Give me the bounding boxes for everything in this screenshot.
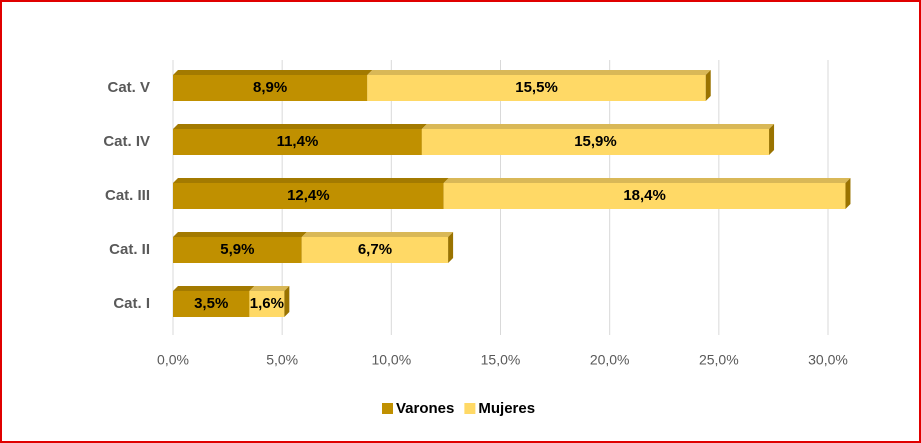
data-label: 5,9%	[220, 241, 254, 258]
data-label: 18,4%	[623, 187, 666, 204]
bar-top	[249, 286, 290, 291]
data-label: 8,9%	[253, 79, 287, 96]
bar	[443, 183, 846, 209]
x-tick-label: 25,0%	[699, 352, 739, 368]
x-tick-label: 30,0%	[808, 352, 848, 368]
legend-label: Varones	[396, 400, 454, 417]
data-label: 15,9%	[574, 133, 617, 150]
bar-side	[769, 124, 775, 155]
data-label: 6,7%	[358, 241, 392, 258]
legend-label: Mujeres	[478, 400, 535, 417]
bar	[301, 237, 449, 263]
data-label: 3,5%	[194, 295, 228, 312]
y-tick-label: Cat. II	[109, 241, 150, 258]
y-tick-label: Cat. V	[107, 79, 150, 96]
x-tick-label: 5,0%	[266, 352, 298, 368]
bar-top	[173, 178, 449, 183]
bar-side	[705, 70, 711, 101]
bar	[173, 183, 444, 209]
bar-top	[173, 124, 427, 129]
bar	[173, 129, 422, 155]
x-tick-label: 20,0%	[590, 352, 630, 368]
bar	[173, 291, 250, 317]
x-tick-label: 10,0%	[371, 352, 411, 368]
data-label: 15,5%	[515, 79, 558, 96]
bar	[421, 129, 770, 155]
x-tick-label: 0,0%	[157, 352, 189, 368]
bar-side	[284, 286, 290, 317]
y-tick-label: Cat. I	[113, 295, 150, 312]
bar-top	[173, 232, 307, 237]
bar-side	[845, 178, 851, 209]
bar-top	[443, 178, 851, 183]
legend-swatch	[464, 403, 476, 414]
bar	[173, 237, 302, 263]
bar	[249, 291, 285, 317]
legend-swatch	[382, 403, 393, 414]
data-label: 1,6%	[250, 295, 284, 312]
y-tick-label: Cat. IV	[103, 133, 150, 150]
bar	[367, 75, 706, 101]
x-tick-label: 15,0%	[481, 352, 521, 368]
bar-top	[421, 124, 775, 129]
bar-top	[173, 70, 373, 75]
data-label: 11,4%	[277, 133, 319, 150]
data-label: 12,4%	[287, 187, 330, 204]
bar-top	[367, 70, 711, 75]
bar	[173, 75, 368, 101]
bar-side	[448, 232, 454, 263]
y-tick-label: Cat. III	[105, 187, 150, 204]
bar-top	[301, 232, 454, 237]
bar-top	[173, 286, 255, 291]
